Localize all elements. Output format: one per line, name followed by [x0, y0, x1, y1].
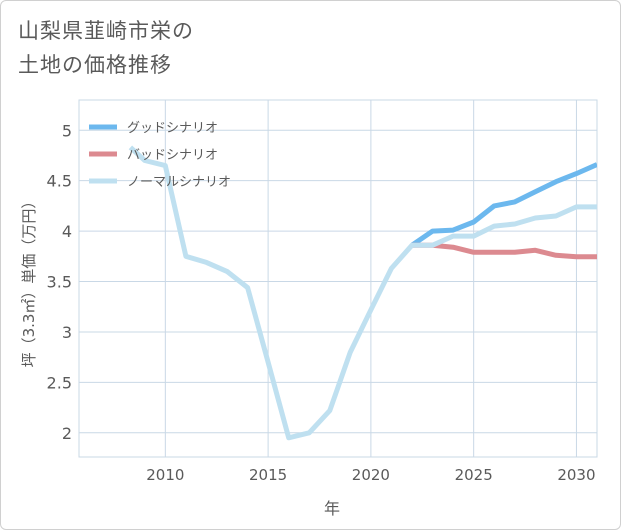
- x-tick-label: 2015: [249, 466, 287, 484]
- y-tick-label: 2: [62, 424, 72, 443]
- y-tick-label: 2.5: [47, 373, 72, 392]
- x-tick-label: 2010: [146, 466, 184, 484]
- chart-title: 山梨県韮崎市栄の 土地の価格推移: [18, 14, 194, 82]
- x-tick-label: 2030: [557, 466, 595, 484]
- title-line-2: 土地の価格推移: [18, 53, 172, 77]
- series-line-normal: [128, 145, 597, 441]
- x-axis-label: 年: [324, 499, 340, 518]
- y-axis-label: 坪（3.3㎡）単価（万円）: [20, 194, 38, 368]
- plot-frame: [78, 99, 598, 458]
- y-tick-label: 4: [62, 222, 72, 241]
- series-lines: [128, 145, 597, 441]
- legend-label: ノーマルシナリオ: [127, 175, 231, 190]
- series-line-bad: [412, 242, 597, 260]
- y-tick-label: 3.5: [47, 273, 72, 292]
- title-line-1: 山梨県韮崎市栄の: [18, 19, 194, 43]
- legend-label: グッドシナリオ: [127, 121, 218, 136]
- legend-label: バッドシナリオ: [127, 148, 218, 163]
- series-line-good: [410, 162, 597, 248]
- y-tick-label: 3: [62, 323, 72, 342]
- axes: 2010 2015 2020 2025 2030 2 2.5 3 3.5 4 4.5 5 年 坪（3.3㎡…: [20, 121, 596, 518]
- x-tick-label: 2025: [455, 466, 493, 484]
- x-tick-label: 2020: [352, 466, 390, 484]
- y-tick-label: 5: [62, 121, 72, 140]
- y-tick-label: 4.5: [47, 172, 72, 191]
